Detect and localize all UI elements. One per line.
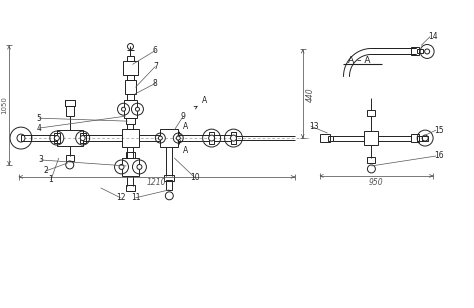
Bar	[125, 80, 137, 94]
Bar	[411, 47, 419, 55]
Text: 1050: 1050	[1, 96, 7, 114]
Circle shape	[121, 107, 126, 111]
Text: 13: 13	[309, 122, 319, 131]
Bar	[126, 152, 136, 158]
Text: 2: 2	[44, 166, 48, 176]
Bar	[126, 118, 136, 124]
Text: 4: 4	[36, 124, 41, 133]
Text: 11: 11	[131, 193, 140, 202]
Bar	[367, 157, 375, 163]
Circle shape	[17, 134, 25, 142]
Bar	[367, 110, 375, 116]
Bar	[319, 134, 329, 142]
Circle shape	[158, 136, 162, 140]
Bar	[54, 133, 60, 143]
Bar	[160, 129, 178, 147]
Bar	[21, 135, 31, 141]
Bar	[328, 136, 333, 140]
Bar	[121, 158, 139, 176]
Bar	[122, 61, 138, 75]
Text: 10: 10	[191, 173, 200, 182]
Bar	[417, 50, 423, 54]
Circle shape	[209, 135, 215, 141]
Text: 950: 950	[369, 178, 383, 187]
Bar	[164, 175, 174, 181]
Circle shape	[136, 107, 139, 111]
Text: 1: 1	[48, 175, 53, 184]
Text: 7: 7	[153, 62, 158, 71]
Bar	[127, 75, 135, 80]
Bar	[57, 130, 82, 146]
Bar	[80, 133, 86, 143]
Text: 440: 440	[306, 87, 315, 102]
Circle shape	[119, 164, 124, 169]
Text: A: A	[182, 122, 188, 131]
Circle shape	[422, 135, 428, 141]
Text: А – А: А – А	[348, 56, 371, 65]
Bar	[231, 132, 236, 144]
Text: 1210: 1210	[147, 178, 167, 187]
Bar	[209, 132, 214, 144]
Circle shape	[425, 49, 429, 54]
Bar	[127, 56, 135, 61]
Bar	[124, 100, 137, 118]
Text: 3: 3	[38, 156, 43, 164]
Text: A: A	[201, 96, 207, 105]
Bar	[166, 180, 172, 190]
Bar	[66, 106, 74, 116]
Circle shape	[176, 136, 180, 140]
Bar	[365, 131, 378, 145]
Bar	[417, 136, 422, 140]
Circle shape	[55, 136, 59, 140]
Bar	[422, 136, 428, 140]
Circle shape	[137, 164, 142, 169]
Bar	[65, 100, 75, 106]
Bar	[411, 134, 419, 142]
Bar	[66, 155, 74, 161]
Bar	[127, 94, 135, 100]
Text: 14: 14	[428, 32, 438, 41]
Text: 16: 16	[434, 152, 444, 160]
Text: 9: 9	[181, 112, 186, 121]
Text: A: A	[182, 145, 188, 155]
Circle shape	[230, 135, 237, 141]
Text: 6: 6	[153, 46, 158, 55]
Bar	[126, 185, 136, 191]
Text: 12: 12	[116, 193, 125, 202]
Bar	[121, 129, 139, 147]
Circle shape	[80, 136, 85, 140]
Text: 15: 15	[434, 126, 444, 135]
Text: 8: 8	[153, 79, 158, 88]
Text: 5: 5	[36, 114, 41, 123]
